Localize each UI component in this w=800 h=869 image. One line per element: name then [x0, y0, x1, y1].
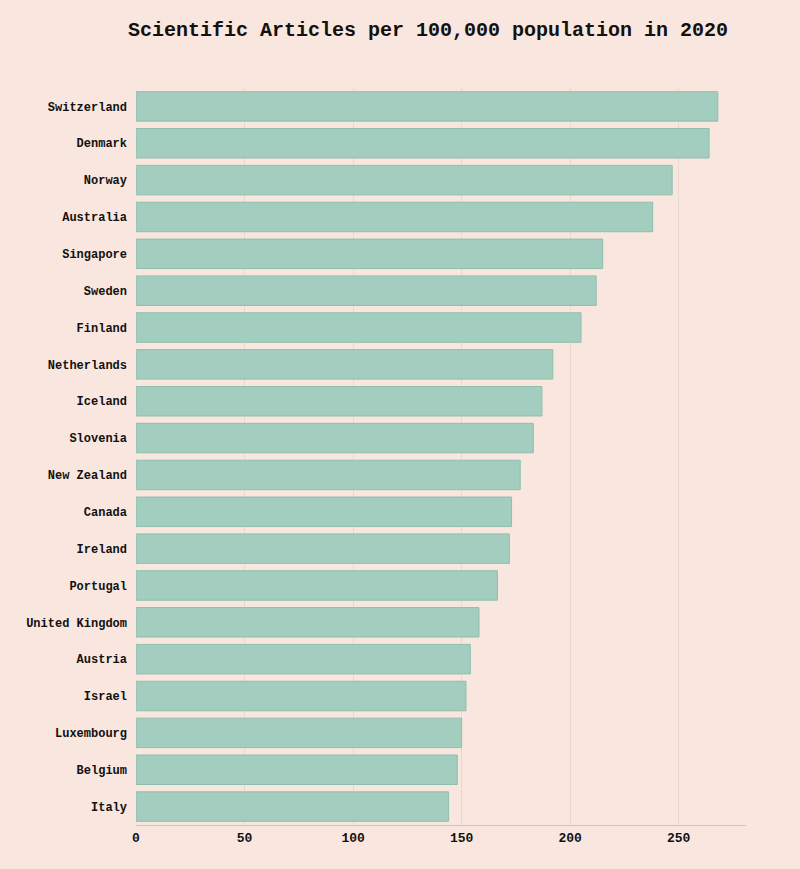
svg-text:Ireland: Ireland — [77, 543, 127, 557]
svg-text:0: 0 — [132, 831, 140, 846]
svg-text:Denmark: Denmark — [77, 137, 127, 151]
svg-text:Sweden: Sweden — [84, 285, 127, 299]
svg-text:Italy: Italy — [91, 801, 127, 815]
svg-text:50: 50 — [237, 831, 253, 846]
svg-text:Portugal: Portugal — [69, 580, 127, 594]
svg-text:250: 250 — [667, 831, 691, 846]
svg-text:Iceland: Iceland — [77, 395, 127, 409]
svg-text:United Kingdom: United Kingdom — [26, 617, 127, 631]
svg-text:Switzerland: Switzerland — [48, 101, 127, 115]
svg-text:New Zealand: New Zealand — [48, 469, 127, 483]
svg-text:Belgium: Belgium — [77, 764, 127, 778]
svg-text:150: 150 — [450, 831, 474, 846]
svg-text:Canada: Canada — [84, 506, 127, 520]
svg-text:Israel: Israel — [84, 690, 127, 704]
svg-text:Norway: Norway — [84, 174, 127, 188]
svg-text:Netherlands: Netherlands — [48, 359, 127, 373]
svg-text:Finland: Finland — [77, 322, 127, 336]
svg-text:Slovenia: Slovenia — [69, 432, 127, 446]
svg-text:Austria: Austria — [77, 653, 127, 667]
svg-text:200: 200 — [558, 831, 582, 846]
svg-text:100: 100 — [341, 831, 365, 846]
svg-text:Singapore: Singapore — [62, 248, 127, 262]
svg-text:Luxembourg: Luxembourg — [55, 727, 127, 741]
svg-text:Scientific Articles per 100,00: Scientific Articles per 100,000 populati… — [128, 19, 728, 42]
svg-text:Australia: Australia — [62, 211, 127, 225]
